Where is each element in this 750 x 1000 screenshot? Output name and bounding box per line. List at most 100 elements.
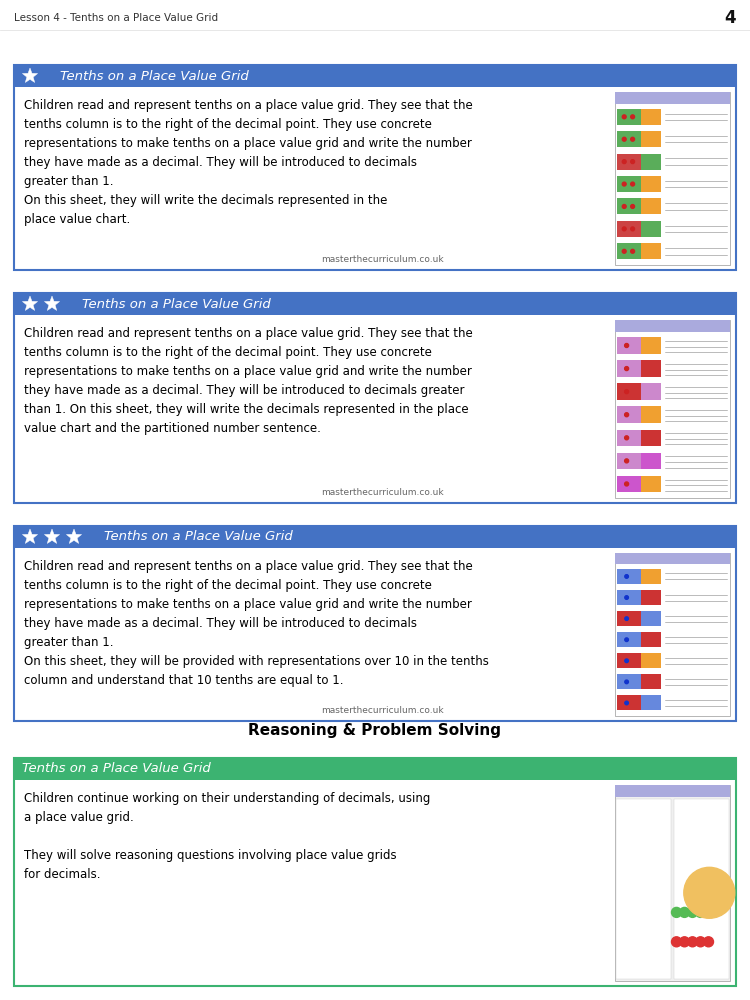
Text: Lesson 4 - Tenths on a Place Value Grid: Lesson 4 - Tenths on a Place Value Grid [14,13,218,23]
FancyBboxPatch shape [617,453,641,469]
FancyBboxPatch shape [641,695,661,710]
FancyBboxPatch shape [641,453,661,469]
Circle shape [625,638,628,642]
FancyBboxPatch shape [616,799,671,979]
FancyBboxPatch shape [641,611,661,626]
Circle shape [680,937,689,947]
Circle shape [704,937,713,947]
Polygon shape [44,529,59,543]
Circle shape [631,227,634,231]
FancyBboxPatch shape [615,553,730,716]
Circle shape [622,160,626,164]
FancyBboxPatch shape [641,131,661,147]
Circle shape [625,436,628,440]
FancyBboxPatch shape [641,337,661,354]
FancyBboxPatch shape [615,785,730,797]
FancyBboxPatch shape [641,176,661,192]
FancyBboxPatch shape [14,758,736,986]
Text: Children continue working on their understanding of decimals, using
a place valu: Children continue working on their under… [24,792,430,881]
FancyBboxPatch shape [615,320,730,332]
Circle shape [695,907,706,917]
FancyBboxPatch shape [617,611,641,626]
Circle shape [631,137,634,141]
Circle shape [631,249,634,253]
Circle shape [625,459,628,463]
FancyBboxPatch shape [641,154,661,170]
FancyBboxPatch shape [641,590,661,605]
FancyBboxPatch shape [617,430,641,446]
FancyBboxPatch shape [674,799,729,979]
Text: masterthecurriculum.co.uk: masterthecurriculum.co.uk [322,706,444,715]
Circle shape [625,617,628,620]
FancyBboxPatch shape [641,674,661,689]
FancyBboxPatch shape [617,383,641,400]
FancyBboxPatch shape [641,632,661,647]
Polygon shape [22,68,38,82]
FancyBboxPatch shape [617,590,641,605]
FancyBboxPatch shape [617,653,641,668]
Circle shape [625,344,628,347]
Circle shape [684,867,735,918]
Circle shape [625,701,628,705]
Circle shape [622,182,626,186]
Circle shape [688,907,698,917]
FancyBboxPatch shape [615,320,730,498]
Circle shape [622,137,626,141]
FancyBboxPatch shape [641,653,661,668]
Circle shape [688,937,698,947]
Circle shape [622,115,626,119]
Text: Tenths on a Place Value Grid: Tenths on a Place Value Grid [82,298,271,310]
Circle shape [631,115,634,119]
Text: Children read and represent tenths on a place value grid. They see that the
tent: Children read and represent tenths on a … [24,560,489,687]
FancyBboxPatch shape [617,198,641,214]
Circle shape [622,205,626,208]
FancyBboxPatch shape [617,154,641,170]
Circle shape [680,907,689,917]
Text: 4: 4 [724,9,736,27]
FancyBboxPatch shape [641,243,661,259]
Circle shape [631,160,634,164]
FancyBboxPatch shape [14,65,736,270]
Circle shape [671,937,682,947]
Circle shape [625,575,628,578]
Polygon shape [22,296,38,310]
Circle shape [695,937,706,947]
FancyBboxPatch shape [617,337,641,354]
Circle shape [631,205,634,208]
Polygon shape [44,296,59,310]
Circle shape [625,413,628,417]
FancyBboxPatch shape [615,92,730,104]
FancyBboxPatch shape [641,221,661,237]
FancyBboxPatch shape [617,243,641,259]
Circle shape [625,659,628,663]
Text: masterthecurriculum.co.uk: masterthecurriculum.co.uk [322,488,444,497]
FancyBboxPatch shape [615,785,730,981]
FancyBboxPatch shape [617,109,641,125]
Circle shape [622,249,626,253]
FancyBboxPatch shape [14,758,736,780]
Text: Tenths on a Place Value Grid: Tenths on a Place Value Grid [60,70,249,83]
FancyBboxPatch shape [617,360,641,377]
Text: Children read and represent tenths on a place value grid. They see that the
tent: Children read and represent tenths on a … [24,327,472,435]
FancyBboxPatch shape [617,131,641,147]
Polygon shape [67,529,82,543]
Text: masterthecurriculum.co.uk: masterthecurriculum.co.uk [322,255,444,264]
Polygon shape [22,529,38,543]
FancyBboxPatch shape [641,383,661,400]
FancyBboxPatch shape [14,293,736,503]
FancyBboxPatch shape [617,221,641,237]
FancyBboxPatch shape [14,293,736,315]
Circle shape [625,482,628,486]
Circle shape [671,907,682,917]
Circle shape [622,227,626,231]
FancyBboxPatch shape [617,476,641,492]
FancyBboxPatch shape [617,176,641,192]
Circle shape [625,596,628,599]
Text: Tenths on a Place Value Grid: Tenths on a Place Value Grid [22,762,211,776]
FancyBboxPatch shape [617,569,641,584]
FancyBboxPatch shape [641,476,661,492]
Circle shape [625,390,628,394]
FancyBboxPatch shape [641,109,661,125]
FancyBboxPatch shape [617,695,641,710]
FancyBboxPatch shape [14,526,736,721]
